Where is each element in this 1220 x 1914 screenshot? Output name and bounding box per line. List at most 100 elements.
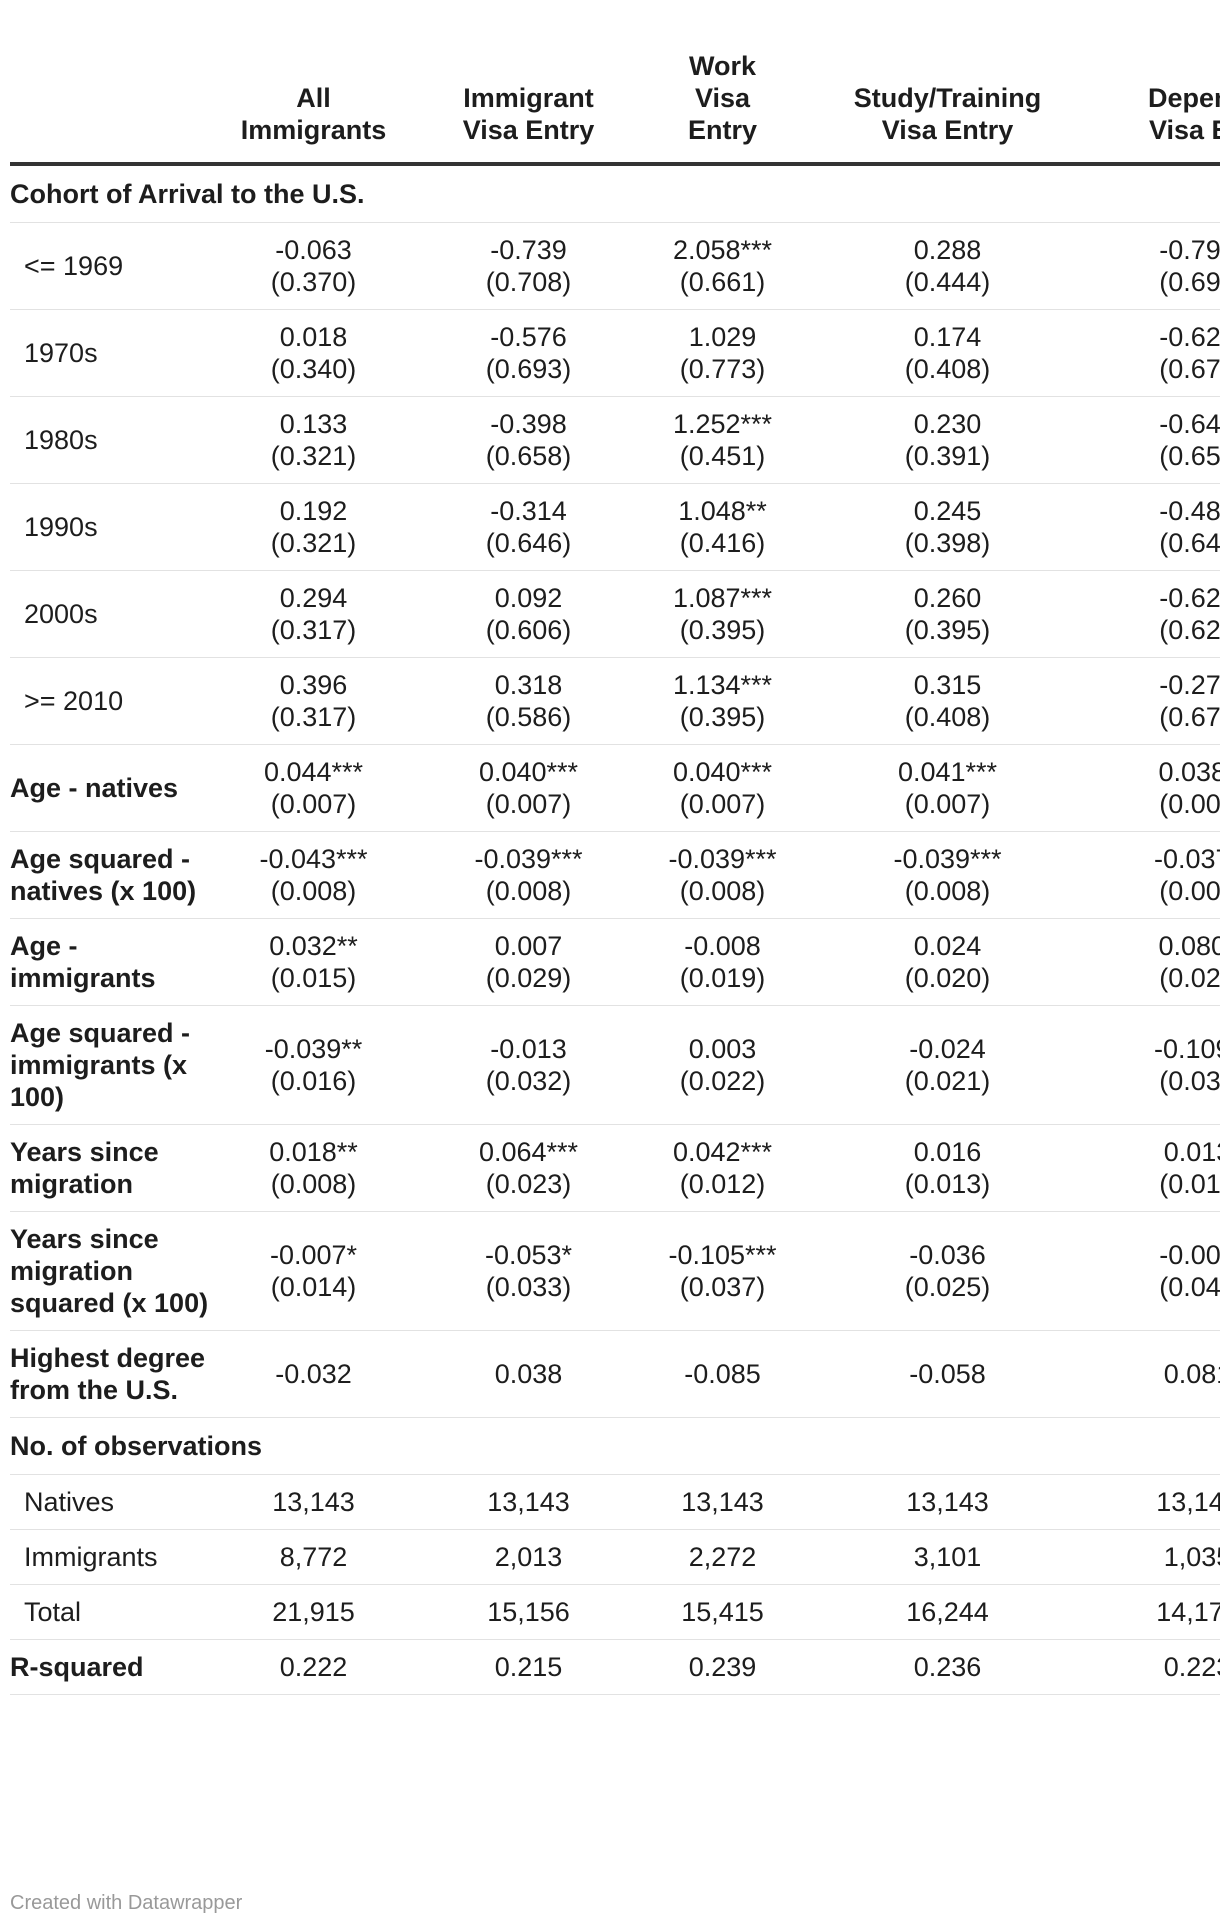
coefficient: -0.006 — [1159, 1240, 1220, 1270]
standard-error: (0.032) — [485, 1066, 572, 1096]
coefficient: 3,101 — [913, 1542, 982, 1572]
standard-error: (0.022) — [679, 1066, 766, 1096]
table-cell: -0.013 (0.032) — [407, 1005, 650, 1125]
coefficient: -0.058 — [909, 1359, 986, 1389]
column-header: Work Visa Entry — [650, 40, 795, 166]
row-label: Immigrants — [10, 1529, 220, 1585]
row-label: Age squared - natives (x 100) — [10, 831, 220, 919]
coefficient: -0.008 — [684, 931, 761, 961]
standard-error: (0.451) — [679, 441, 766, 471]
table-cell: -0.039*** (0.008) — [795, 831, 1100, 919]
table-cell: -0.314 (0.646) — [407, 483, 650, 571]
coefficient: -0.314 — [490, 496, 567, 526]
header-row: All Immigrants Immigrant Visa Entry Work Visa… — [10, 40, 1220, 166]
standard-error: (0.019 — [1159, 1169, 1220, 1199]
column-header-line: Entry — [687, 115, 758, 145]
column-header: Immigrant Visa Entry — [407, 40, 650, 166]
table-cell: -0.036 (0.025) — [795, 1211, 1100, 1331]
table-cell: -0.053* (0.033) — [407, 1211, 650, 1331]
coefficient: 0.230 — [913, 409, 982, 439]
table-cell: 0.081 — [1100, 1330, 1220, 1418]
table-row: 2000s 0.294 (0.317) 0.092 (0.606) 1.087*** (0.… — [10, 570, 1220, 658]
standard-error: (0.012) — [679, 1169, 766, 1199]
section-label: No. of observations — [10, 1417, 1220, 1475]
table-cell: 2.058*** (0.661) — [650, 222, 795, 310]
table-cell: 1.087*** (0.395) — [650, 570, 795, 658]
table-cell: 0.239 — [650, 1639, 795, 1695]
table-cell: 1.134*** (0.395) — [650, 657, 795, 745]
table-cell: 1.029 (0.773) — [650, 309, 795, 397]
table-cell: 1,035 — [1100, 1529, 1220, 1585]
coefficient: -0.109* — [1153, 1034, 1220, 1064]
row-label: 1990s — [10, 483, 220, 571]
standard-error: (0.007) — [485, 789, 572, 819]
table-cell: -0.007* (0.014) — [220, 1211, 407, 1331]
table-cell: 15,415 — [650, 1584, 795, 1640]
section-label: Cohort of Arrival to the U.S. — [10, 164, 1220, 223]
standard-error: (0.027 — [1159, 963, 1220, 993]
coefficient: 0.215 — [494, 1652, 563, 1682]
standard-error: (0.008) — [679, 876, 766, 906]
table-cell: 0.013(0.019 — [1100, 1124, 1220, 1212]
table-cell: 0.315 (0.408) — [795, 657, 1100, 745]
table-cell: 0.007 (0.029) — [407, 918, 650, 1006]
table-cell: -0.006(0.040 — [1100, 1211, 1220, 1331]
standard-error: (0.661) — [679, 267, 766, 297]
table-cell: 0.040*** (0.007) — [650, 744, 795, 832]
table-cell: 2,272 — [650, 1529, 795, 1585]
standard-error: (0.646) — [485, 528, 572, 558]
coefficient: 0.288 — [913, 235, 982, 265]
standard-error: (0.444) — [904, 267, 991, 297]
standard-error: (0.370) — [270, 267, 357, 297]
table-cell: -0.398 (0.658) — [407, 396, 650, 484]
table-cell: -0.576 (0.693) — [407, 309, 650, 397]
standard-error: (0.773) — [679, 354, 766, 384]
coefficient: 0.016 — [913, 1137, 982, 1167]
standard-error: (0.693) — [485, 354, 572, 384]
row-label: >= 2010 — [10, 657, 220, 745]
header-blank — [10, 40, 220, 166]
coefficient: 0.192 — [279, 496, 348, 526]
table-row: <= 1969 -0.063 (0.370) -0.739 (0.708) 2.058**… — [10, 222, 1220, 310]
table-cell: 13,143 — [795, 1474, 1100, 1530]
standard-error: (0.037) — [679, 1272, 766, 1302]
standard-error: (0.007) — [904, 789, 991, 819]
row-label: <= 1969 — [10, 222, 220, 310]
coefficient: 0.133 — [279, 409, 348, 439]
row-label: R-squared — [10, 1639, 220, 1695]
standard-error: (0.029) — [485, 963, 572, 993]
coefficient: 15,415 — [681, 1597, 764, 1627]
column-header: Study/Training Visa Entry — [795, 40, 1100, 166]
standard-error: (0.008 — [1159, 876, 1220, 906]
coefficient: 0.318 — [494, 670, 563, 700]
table-cell: 0.016 (0.013) — [795, 1124, 1100, 1212]
row-label: 1980s — [10, 396, 220, 484]
standard-error: (0.606) — [485, 615, 572, 645]
standard-error: (0.040 — [1159, 1272, 1220, 1302]
table-cell: -0.039*** (0.008) — [650, 831, 795, 919]
table-cell: 0.024 (0.020) — [795, 918, 1100, 1006]
standard-error: (0.321) — [270, 441, 357, 471]
table-row: 1970s 0.018 (0.340) -0.576 (0.693) 1.029 (0.77… — [10, 309, 1220, 397]
table-cell: 0.192 (0.321) — [220, 483, 407, 571]
column-header-line: Study/Training — [853, 83, 1042, 113]
coefficient: 0.174 — [913, 322, 982, 352]
standard-error: (0.670 — [1159, 354, 1220, 384]
table-row: R-squared 0.222 0.215 0.239 0.236 0.223 — [10, 1639, 1220, 1695]
table-cell: -0.109*(0.032 — [1100, 1005, 1220, 1125]
standard-error: (0.008) — [270, 876, 357, 906]
coefficient: -0.036 — [909, 1240, 986, 1270]
table-cell: 0.174 (0.408) — [795, 309, 1100, 397]
table-row: Total 21,915 15,156 15,415 16,244 14,174 — [10, 1584, 1220, 1640]
row-label: 1970s — [10, 309, 220, 397]
table-cell: -0.085 — [650, 1330, 795, 1418]
coefficient: 1.048** — [678, 496, 767, 526]
coefficient: 8,772 — [279, 1542, 348, 1572]
table-cell: 2,013 — [407, 1529, 650, 1585]
coefficient: -0.032 — [275, 1359, 352, 1389]
coefficient: 13,143 — [1156, 1487, 1220, 1517]
coefficient: -0.043*** — [259, 844, 368, 874]
column-header-line: Visa Entry — [462, 115, 595, 145]
standard-error: (0.032 — [1159, 1066, 1220, 1096]
standard-error: (0.025) — [904, 1272, 991, 1302]
